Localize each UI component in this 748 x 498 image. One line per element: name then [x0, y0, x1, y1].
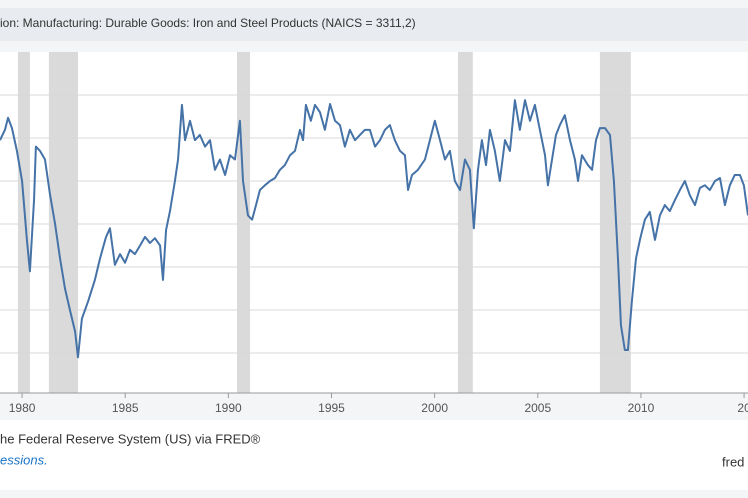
- chart-title: ion: Manufacturing: Durable Goods: Iron …: [0, 16, 416, 30]
- x-tick-label: 2010: [628, 401, 655, 415]
- x-tick-label: 2005: [524, 401, 551, 415]
- recessions-link[interactable]: essions.: [0, 452, 48, 467]
- recession-band: [48, 52, 78, 393]
- brand: fred: [722, 454, 744, 469]
- shading-layer: [17, 52, 631, 393]
- source-note: he Federal Reserve System (US) via FRED®: [0, 431, 261, 446]
- x-tick-label: 20: [737, 401, 748, 415]
- plot-area: [0, 52, 748, 393]
- title-band: [0, 8, 748, 41]
- axis-layer: 1980 1985 1990 1995 2000 2005 2010 20: [0, 392, 748, 415]
- recession-band: [17, 52, 30, 393]
- footer: [0, 420, 748, 490]
- line-layer: [0, 99, 748, 359]
- recession-band: [237, 52, 251, 393]
- x-tick-label: 1985: [112, 401, 139, 415]
- recession-band: [457, 52, 473, 393]
- x-tick-label: 1990: [215, 401, 242, 415]
- x-tick-label: 1980: [9, 401, 36, 415]
- x-tick-label: 1995: [318, 401, 345, 415]
- series-line: [0, 99, 748, 359]
- x-tick-label: 2000: [421, 401, 448, 415]
- grid-layer: [0, 94, 748, 354]
